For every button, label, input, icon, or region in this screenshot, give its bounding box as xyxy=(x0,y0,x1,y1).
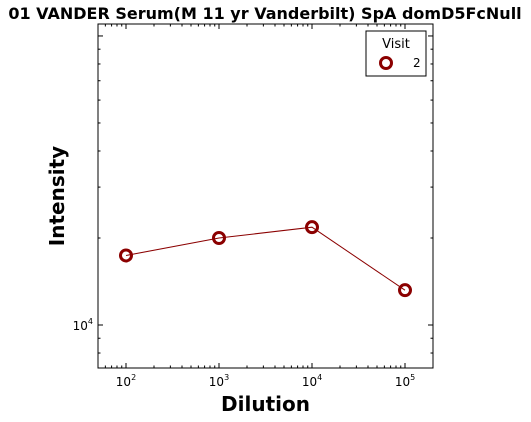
y-tick-label: 104 xyxy=(73,317,93,333)
chart-title: 01 VANDER Serum(M 11 yr Vanderbilt) SpA … xyxy=(8,4,521,23)
legend-box xyxy=(365,30,427,77)
legend: Visit 2 xyxy=(365,30,427,77)
data-point xyxy=(118,248,133,263)
legend-marker xyxy=(379,56,393,70)
x-tick-label: 103 xyxy=(209,373,229,389)
x-axis-label: Dilution xyxy=(221,392,310,416)
x-tick-label: 102 xyxy=(116,373,136,389)
y-axis-label: Intensity xyxy=(45,146,69,246)
x-tick-label: 105 xyxy=(395,373,415,389)
data-point xyxy=(305,220,320,235)
series-line xyxy=(125,226,406,291)
legend-title: Visit xyxy=(382,37,410,52)
data-point xyxy=(211,230,226,245)
plot-frame xyxy=(97,23,434,369)
data-point xyxy=(398,283,413,298)
legend-entry-label: 2 xyxy=(413,56,421,70)
plot-area: 102 103 104 105 104 xyxy=(73,23,434,389)
x-tick-label: 104 xyxy=(302,373,322,389)
